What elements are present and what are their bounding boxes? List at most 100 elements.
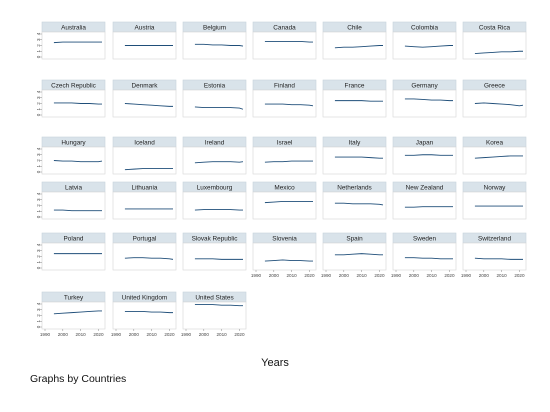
panel-switzerland: Switzerland 1990 2000 2010 2020 (461, 232, 527, 278)
x-tick-label: 2000 (129, 332, 140, 337)
panel-plot-bg (252, 242, 317, 271)
panel-title: Colombia (411, 24, 438, 31)
panel-title: Portugal (133, 235, 157, 242)
panel-plot-bg (462, 146, 527, 175)
panel-korea: Korea (462, 136, 527, 175)
x-tick-label: 2000 (199, 332, 210, 337)
panel-title: Lithuania (132, 184, 158, 191)
panel-plot-bg (252, 89, 317, 118)
series-line (53, 310, 102, 315)
y-tick-label: 2 (36, 44, 41, 47)
series-line (474, 50, 523, 54)
y-tick-label: 1 (36, 261, 41, 264)
panel-title: Italy (349, 139, 362, 146)
panel-czech-republic: Czech Republic 0 1 2 3 4 (36, 79, 106, 118)
panel-title: Netherlands (337, 184, 371, 191)
panel-plot-bg (41, 31, 106, 60)
series-line (404, 257, 453, 260)
panel-title: Iceland (134, 139, 155, 146)
panel-title: Ireland (205, 139, 225, 146)
panel-plot-bg (112, 146, 177, 175)
panel-title: New Zealand (406, 184, 444, 191)
series-line (194, 209, 243, 211)
y-tick-label: 3 (36, 153, 41, 156)
panel-title: Luxembourg (197, 184, 233, 191)
panel-spain: Spain 1990 2000 2010 2020 (321, 232, 387, 278)
series-line (194, 258, 243, 260)
y-tick-label: 4 (36, 32, 41, 35)
x-tick-label: 2010 (427, 273, 438, 278)
x-tick-label: 2010 (76, 332, 87, 337)
panel-germany: Germany (392, 79, 457, 118)
panel-plot-bg (392, 242, 457, 271)
panel-title: Slovenia (272, 235, 297, 242)
panel-slovak-republic: Slovak Republic (182, 232, 247, 271)
y-tick-label: 1 (36, 165, 41, 168)
y-tick-label: 0 (36, 170, 41, 173)
panel-denmark: Denmark (112, 79, 177, 118)
series-line (124, 311, 173, 314)
panel-title: Belgium (203, 24, 226, 31)
panel-lithuania: Lithuania (112, 181, 177, 220)
panel-plot-bg (462, 242, 527, 271)
y-tick-label: 2 (36, 255, 41, 258)
panel-france: France (322, 79, 387, 118)
panel-title: Sweden (413, 235, 437, 242)
series-line (474, 102, 524, 107)
panel-chile: Chile (322, 21, 387, 60)
y-tick-label: 3 (36, 198, 41, 201)
panel-title: Canada (273, 24, 296, 31)
graph-footnote: Graphs by Countries (30, 373, 127, 385)
panel-norway: Norway (462, 181, 527, 220)
panel-plot-bg (322, 191, 387, 220)
panel-turkey: Turkey 0 1 2 3 4 1990 2000 2010 2020 (36, 291, 106, 337)
y-tick-label: 4 (36, 192, 41, 195)
panel-title: France (345, 82, 365, 89)
panel-title: Czech Republic (51, 82, 97, 89)
series-line (53, 41, 102, 44)
y-tick-label: 2 (36, 102, 41, 105)
series-line (53, 209, 102, 212)
panel-colombia: Colombia (392, 21, 457, 60)
y-tick-label: 0 (36, 266, 41, 269)
y-tick-label: 3 (36, 38, 41, 41)
y-tick-label: 3 (36, 96, 41, 99)
panel-title: Estonia (204, 82, 226, 89)
x-tick-label: 2010 (497, 273, 508, 278)
series-line (404, 45, 453, 48)
x-tick-label: 2010 (357, 273, 368, 278)
panel-plot-bg (41, 146, 106, 175)
panel-title: Costa Rica (479, 24, 511, 31)
series-line (194, 161, 244, 164)
panel-plot-bg (392, 146, 457, 175)
panel-title: Korea (486, 139, 503, 146)
y-tick-label: 3 (36, 308, 41, 311)
y-tick-label: 4 (36, 90, 41, 93)
panel-estonia: Estonia (182, 79, 247, 118)
panel-plot-bg (182, 89, 247, 118)
panel-united-kingdom: United Kingdom 1990 2000 2010 2020 (111, 291, 177, 337)
x-tick-label: 2000 (269, 273, 280, 278)
panel-canada: Canada (252, 21, 317, 60)
series-line (124, 257, 174, 260)
panel-plot-bg (392, 191, 457, 220)
y-tick-label: 1 (36, 108, 41, 111)
y-tick-label: 4 (36, 302, 41, 305)
series-line (194, 43, 244, 47)
y-tick-label: 0 (36, 215, 41, 218)
panel-mexico: Mexico (252, 181, 317, 220)
panel-plot-bg (112, 89, 177, 118)
panel-title: Chile (347, 24, 362, 31)
x-tick-label: 2020 (514, 273, 525, 278)
panel-latvia: Latvia 0 1 2 3 4 (36, 181, 106, 220)
panel-poland: Poland 0 1 2 3 4 (36, 232, 106, 271)
panel-plot-bg (322, 146, 387, 175)
panel-plot-bg (182, 191, 247, 220)
panel-title: Latvia (65, 184, 82, 191)
panel-plot-bg (112, 242, 177, 271)
series-line (404, 154, 453, 156)
panel-title: Japan (416, 139, 434, 146)
series-line (53, 102, 102, 105)
x-tick-label: 2020 (374, 273, 385, 278)
